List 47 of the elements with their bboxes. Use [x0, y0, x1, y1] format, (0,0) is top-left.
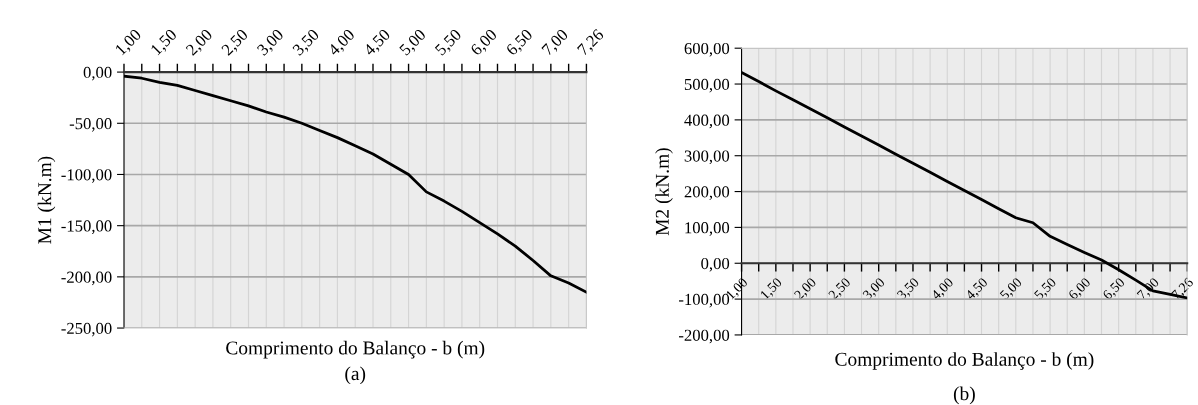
- text: (a): [345, 366, 366, 385]
- x-tick-label: 5,00: [398, 28, 429, 58]
- x-tick-label: 4,00: [930, 277, 956, 302]
- y-tick-label: -200,00: [678, 329, 730, 344]
- x-tick-label: 1,00: [114, 28, 144, 58]
- y-tick-label: 300,00: [684, 150, 730, 165]
- y-tick-label: 200,00: [684, 186, 730, 200]
- y-tick-label: 0,00: [701, 257, 730, 272]
- x-tick-label: 2,50: [827, 277, 853, 302]
- x-tick-label: 4,00: [327, 28, 357, 58]
- y-tick-label: -100,00: [678, 293, 730, 308]
- x-tick-label: 1,50: [759, 277, 784, 302]
- y-tick-label: -150,00: [61, 220, 112, 235]
- x-tick-label: 3,00: [256, 28, 286, 58]
- y-tick-label: 100,00: [685, 222, 730, 236]
- y-tick-label: -50,00: [69, 117, 112, 132]
- y-tick-label: -100,00: [61, 169, 112, 183]
- y-tick-label: 400,00: [684, 114, 730, 129]
- x-tick-label: 7,00: [541, 28, 571, 58]
- x-axis-title: Comprimento do Balanço - b (m): [835, 352, 1094, 370]
- y-axis-title: M2 (kN.m): [655, 148, 673, 236]
- x-tick-label: 6,00: [1067, 277, 1093, 302]
- x-tick-label: 2,00: [185, 28, 215, 58]
- x-tick-label: 7,26: [576, 28, 606, 58]
- x-tick-label: 6,00: [469, 28, 500, 58]
- x-tick-label: 3,50: [292, 28, 322, 58]
- y-tick-label: -200,00: [61, 271, 112, 286]
- x-tick-label: 4,50: [362, 28, 393, 58]
- x-tick-label: 4,50: [964, 277, 990, 302]
- x-tick-label: 5,50: [1033, 277, 1059, 302]
- text: (b): [953, 386, 975, 405]
- x-tick-label: 6,50: [1102, 277, 1127, 302]
- x-tick-label: 5,50: [434, 28, 464, 58]
- x-tick-label: 3,50: [896, 277, 921, 302]
- y-tick-label: 0,00: [83, 66, 112, 81]
- x-tick-label: 7,26: [1170, 277, 1196, 302]
- y-tick-label: -250,00: [61, 322, 112, 337]
- y-tick-label: 500,00: [684, 78, 730, 93]
- x-tick-label: 5,00: [999, 277, 1024, 302]
- x-tick-label: 2,50: [220, 28, 251, 58]
- x-tick-label: 6,50: [505, 28, 535, 58]
- x-tick-label: 2,00: [793, 277, 819, 302]
- y-tick-label: 600,00: [684, 42, 730, 57]
- x-axis-title: Comprimento do Balanço - b (m): [226, 340, 485, 359]
- x-tick-label: 3,00: [862, 277, 887, 302]
- y-axis-title: M1 (kN.m): [37, 156, 56, 244]
- x-tick-label: 1,50: [150, 28, 180, 58]
